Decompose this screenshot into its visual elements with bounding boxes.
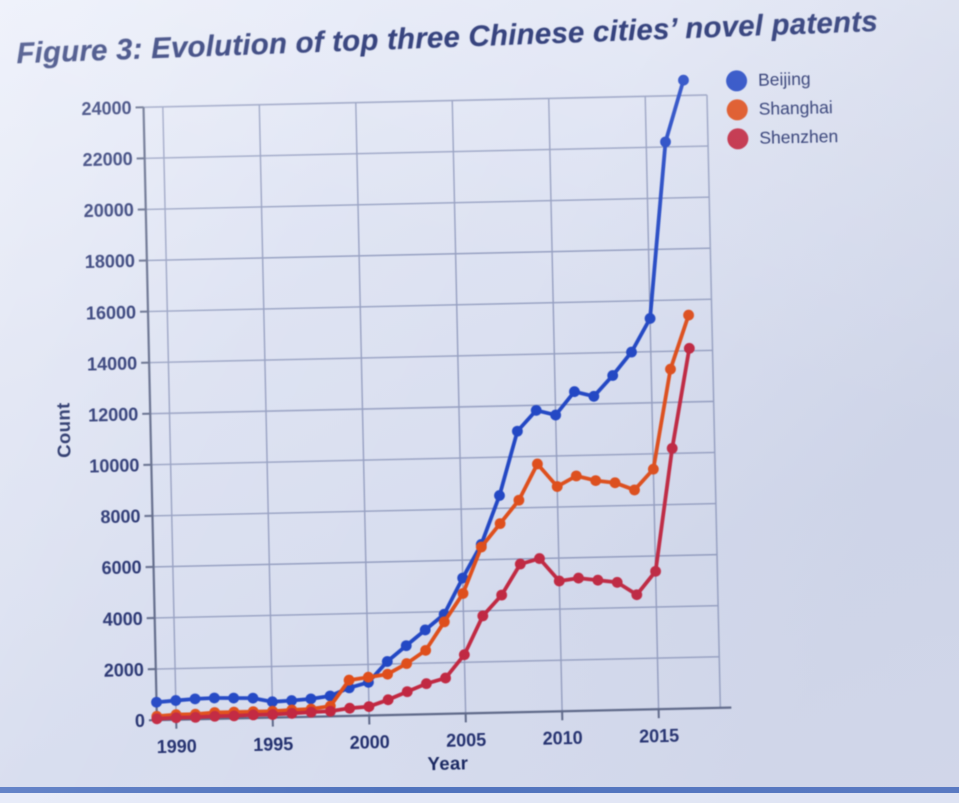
y-tick-label: 12000 (88, 404, 138, 425)
chart-legend: Beijing Shanghai Shenzhen (726, 68, 839, 149)
beijing-data-point (228, 693, 239, 704)
legend-item-shanghai: Shanghai (727, 97, 838, 120)
y-tick-label: 22000 (82, 149, 132, 170)
shenzhen-legend-dot-icon (727, 128, 748, 149)
shanghai-data-point (590, 475, 601, 486)
shenzhen-data-point (684, 343, 695, 354)
y-tick-label: 24000 (81, 98, 131, 119)
beijing-data-point (286, 695, 297, 706)
shenzhen-data-point (344, 703, 355, 714)
gridline-y (156, 657, 719, 669)
x-axis-title: Year (403, 752, 493, 776)
y-axis-title: Count (53, 402, 76, 458)
x-tick-label: 2000 (350, 732, 390, 753)
x-tick-label: 2010 (542, 728, 582, 749)
legend-item-beijing: Beijing (726, 68, 837, 91)
x-tick-label: 2005 (446, 730, 486, 751)
legend-label-shenzhen: Shenzhen (759, 126, 838, 149)
beijing-legend-dot-icon (726, 70, 747, 91)
beijing-data-point (209, 692, 220, 703)
shanghai-data-point (610, 477, 621, 488)
gridline-y (150, 401, 713, 413)
x-tick-label: 2015 (639, 726, 679, 747)
shenzhen-data-point (592, 575, 603, 586)
y-tick-label: 14000 (87, 353, 137, 374)
gridline-y (147, 248, 710, 260)
gridline-y (144, 95, 707, 107)
gridline-y (152, 504, 715, 516)
beijing-data-point (494, 490, 505, 501)
beijing-data-point (678, 75, 689, 86)
y-tick-label: 20000 (84, 200, 134, 221)
gridline-y (145, 146, 708, 158)
shanghai-data-point (665, 364, 676, 375)
gridline-y (154, 555, 717, 567)
shenzhen-data-point (363, 701, 374, 712)
beijing-data-point (305, 693, 316, 704)
legend-label-beijing: Beijing (758, 69, 811, 91)
y-tick-label: 0 (135, 711, 145, 731)
y-tick-label: 6000 (101, 558, 141, 579)
y-tick-label: 4000 (102, 609, 142, 630)
shanghai-legend-dot-icon (727, 99, 748, 120)
beijing-data-point (660, 136, 671, 147)
gridline-y (146, 197, 709, 209)
x-tick-label: 1990 (157, 736, 197, 757)
beijing-line (143, 80, 697, 704)
beijing-data-point (267, 696, 278, 707)
gridline-y (151, 452, 714, 464)
shanghai-data-point (683, 310, 694, 321)
legend-item-shenzhen: Shenzhen (727, 126, 838, 149)
gridline-y (148, 299, 711, 311)
y-tick-label: 2000 (104, 660, 144, 681)
shenzhen-data-point (667, 443, 678, 454)
shenzhen-data-point (383, 694, 394, 705)
x-tick-label: 1995 (253, 734, 293, 755)
shenzhen-data-point (573, 573, 584, 584)
beijing-data-point (247, 693, 258, 704)
beijing-data-point (190, 693, 201, 704)
beijing-data-point (151, 697, 162, 708)
photo-edge-strip (0, 787, 959, 793)
y-tick-label: 18000 (85, 251, 135, 272)
shenzhen-data-point (402, 686, 413, 697)
shenzhen-data-point (421, 678, 432, 689)
gridline-y (155, 606, 718, 618)
y-tick-label: 10000 (89, 456, 139, 477)
legend-label-shanghai: Shanghai (758, 97, 832, 120)
y-tick-label: 16000 (86, 302, 136, 323)
beijing-data-point (170, 695, 181, 706)
y-tick-label: 8000 (100, 507, 140, 528)
